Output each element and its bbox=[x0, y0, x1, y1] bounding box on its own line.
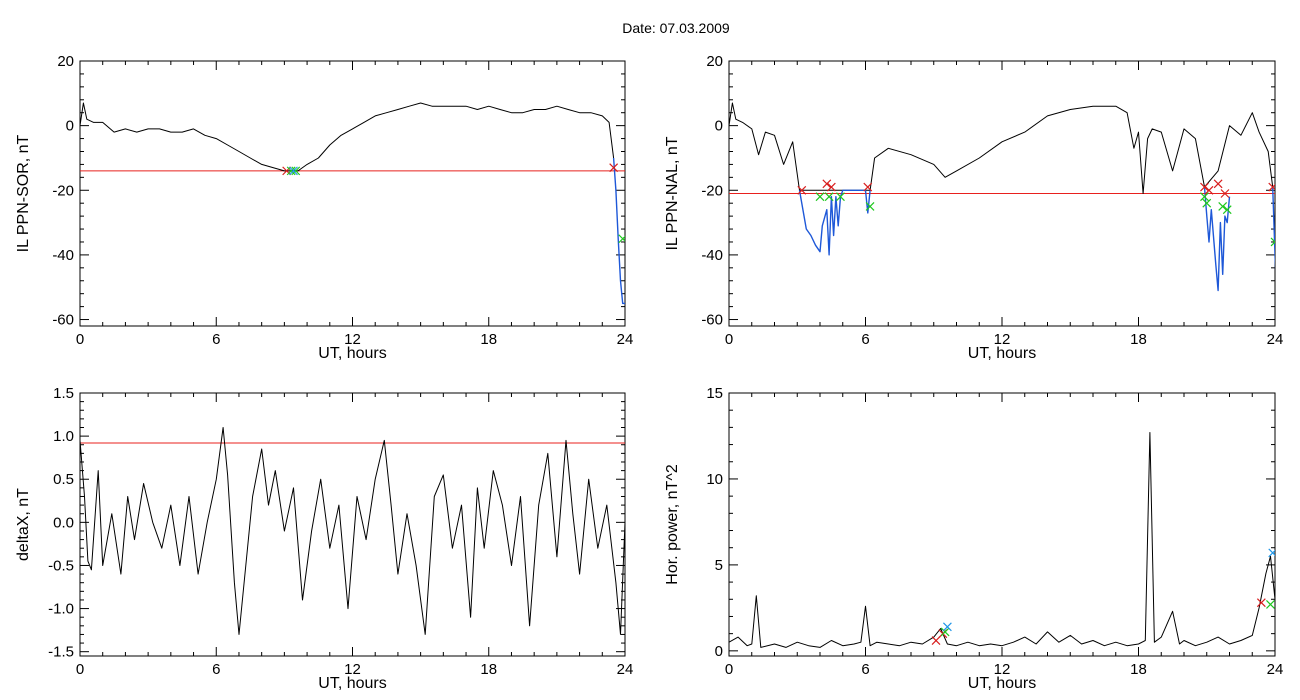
event-marker-green bbox=[1202, 198, 1212, 208]
series-line bbox=[80, 102, 615, 172]
x-tick-label: 0 bbox=[725, 661, 733, 678]
panel-ppn-nal: 0 6 12 18 24 -60 -40 -20 0 20 UT, hours IL PPN-NAL,… bbox=[664, 53, 1283, 362]
event-marker-red bbox=[863, 182, 873, 192]
panel-ppn-sor: 0 6 12 18 24 -60 -40 -20 0 20 UT, hours IL PPN-SOR,… bbox=[15, 53, 633, 362]
event-marker-green bbox=[1266, 600, 1275, 609]
plot-frame bbox=[79, 60, 626, 327]
highlight-series-line bbox=[1272, 186, 1275, 271]
event-marker-red bbox=[609, 163, 619, 173]
y-tick-label: -1.0 bbox=[48, 601, 74, 618]
x-tick-label: 6 bbox=[861, 661, 869, 678]
event-marker-green bbox=[618, 234, 625, 244]
series-line bbox=[729, 432, 1275, 648]
event-marker-red bbox=[822, 179, 832, 189]
y-tick-label: 0.5 bbox=[53, 471, 74, 488]
x-axis-label: UT, hours bbox=[318, 675, 386, 692]
event-marker-green bbox=[836, 192, 845, 202]
x-tick-label: 12 bbox=[344, 331, 361, 348]
y-axis-label: Hor. power, nT^2 bbox=[664, 464, 681, 585]
event-marker-red bbox=[1204, 185, 1214, 195]
x-axis-label: UT, hours bbox=[968, 675, 1036, 692]
event-marker-green bbox=[940, 627, 950, 637]
x-axis-label: UT, hours bbox=[968, 345, 1036, 362]
event-marker-blue bbox=[289, 166, 298, 176]
y-tick-label: 15 bbox=[706, 385, 723, 402]
event-marker-red bbox=[797, 185, 807, 195]
event-marker-red bbox=[1213, 179, 1223, 189]
x-tick-label: 18 bbox=[1130, 661, 1147, 678]
event-marker-green bbox=[1222, 205, 1232, 215]
plot-area bbox=[80, 427, 625, 635]
x-tick-label: 18 bbox=[480, 661, 497, 678]
event-marker-red bbox=[1268, 182, 1275, 192]
y-tick-label: 0.0 bbox=[53, 514, 74, 531]
plot-area bbox=[729, 432, 1275, 648]
y-tick-label: -1.5 bbox=[48, 644, 74, 661]
plot-frame bbox=[79, 392, 626, 657]
event-marker-blue bbox=[942, 622, 952, 632]
event-marker-red bbox=[1200, 182, 1209, 192]
series-line bbox=[80, 427, 625, 635]
highlight-series-line bbox=[612, 157, 625, 305]
x-tick-label: 0 bbox=[76, 331, 84, 348]
x-tick-label: 24 bbox=[1267, 331, 1284, 348]
plot-area bbox=[729, 102, 1275, 292]
event-marker-red bbox=[826, 182, 836, 192]
event-marker-green bbox=[1218, 202, 1228, 211]
x-tick-label: 18 bbox=[480, 331, 497, 348]
date-title: Date: 07.03.2009 bbox=[622, 20, 730, 36]
x-tick-label: 12 bbox=[344, 661, 361, 678]
event-marker-blue bbox=[1268, 548, 1275, 558]
x-tick-label: 24 bbox=[1267, 661, 1284, 678]
x-tick-label: 18 bbox=[1130, 331, 1147, 348]
x-axis-label: UT, hours bbox=[318, 345, 386, 362]
event-marker-green bbox=[1270, 237, 1275, 247]
highlight-series-line bbox=[798, 189, 871, 256]
x-tick-label: 12 bbox=[994, 661, 1011, 678]
y-tick-label: -40 bbox=[701, 247, 723, 264]
event-marker-green bbox=[865, 202, 875, 211]
y-tick-label: -20 bbox=[52, 182, 74, 199]
x-tick-label: 6 bbox=[212, 661, 220, 678]
y-tick-label: -20 bbox=[701, 182, 723, 199]
y-tick-label: 1.0 bbox=[53, 428, 74, 445]
y-tick-label: 20 bbox=[57, 53, 74, 70]
panel-hor-power: 0 6 12 18 24 0 5 10 15 UT, hours Hor. power, nT^2 bbox=[664, 385, 1283, 692]
series-line bbox=[729, 102, 1274, 194]
highlight-series-line bbox=[1203, 186, 1231, 292]
plot-frame bbox=[728, 392, 1276, 657]
y-tick-label: 10 bbox=[706, 471, 723, 488]
y-tick-label: -0.5 bbox=[48, 557, 74, 574]
y-axis-label: deltaX, nT bbox=[15, 488, 32, 561]
y-tick-label: -60 bbox=[701, 312, 723, 329]
x-tick-label: 24 bbox=[617, 331, 634, 348]
panel-deltax: 0 6 12 18 24 -1.5 -1.0 -0.5 0.0 0.5 1.0 1.5 UT, hour… bbox=[15, 385, 633, 692]
event-marker-red bbox=[1220, 189, 1230, 198]
y-tick-label: 5 bbox=[715, 557, 723, 574]
y-tick-label: 20 bbox=[706, 53, 723, 70]
y-tick-label: 0 bbox=[715, 643, 723, 660]
x-tick-label: 6 bbox=[861, 331, 869, 348]
x-tick-label: 0 bbox=[725, 331, 733, 348]
event-marker-green bbox=[815, 192, 825, 202]
y-tick-label: -60 bbox=[52, 312, 74, 329]
y-axis-label: IL PPN-NAL, nT bbox=[664, 136, 681, 250]
y-tick-label: 1.5 bbox=[53, 385, 74, 402]
x-tick-label: 0 bbox=[76, 661, 84, 678]
x-tick-label: 12 bbox=[994, 331, 1011, 348]
y-tick-label: 0 bbox=[715, 118, 723, 135]
plot-area bbox=[80, 102, 625, 305]
y-tick-label: -40 bbox=[52, 247, 74, 264]
event-marker-green bbox=[291, 166, 301, 176]
x-tick-label: 6 bbox=[212, 331, 220, 348]
y-axis-label: IL PPN-SOR, nT bbox=[15, 134, 32, 252]
event-marker-green bbox=[1200, 192, 1209, 202]
event-marker-green bbox=[824, 192, 834, 202]
event-marker-red bbox=[931, 636, 941, 645]
y-tick-label: 0 bbox=[66, 118, 74, 135]
x-tick-label: 24 bbox=[617, 661, 634, 678]
event-marker-red bbox=[1256, 598, 1266, 608]
